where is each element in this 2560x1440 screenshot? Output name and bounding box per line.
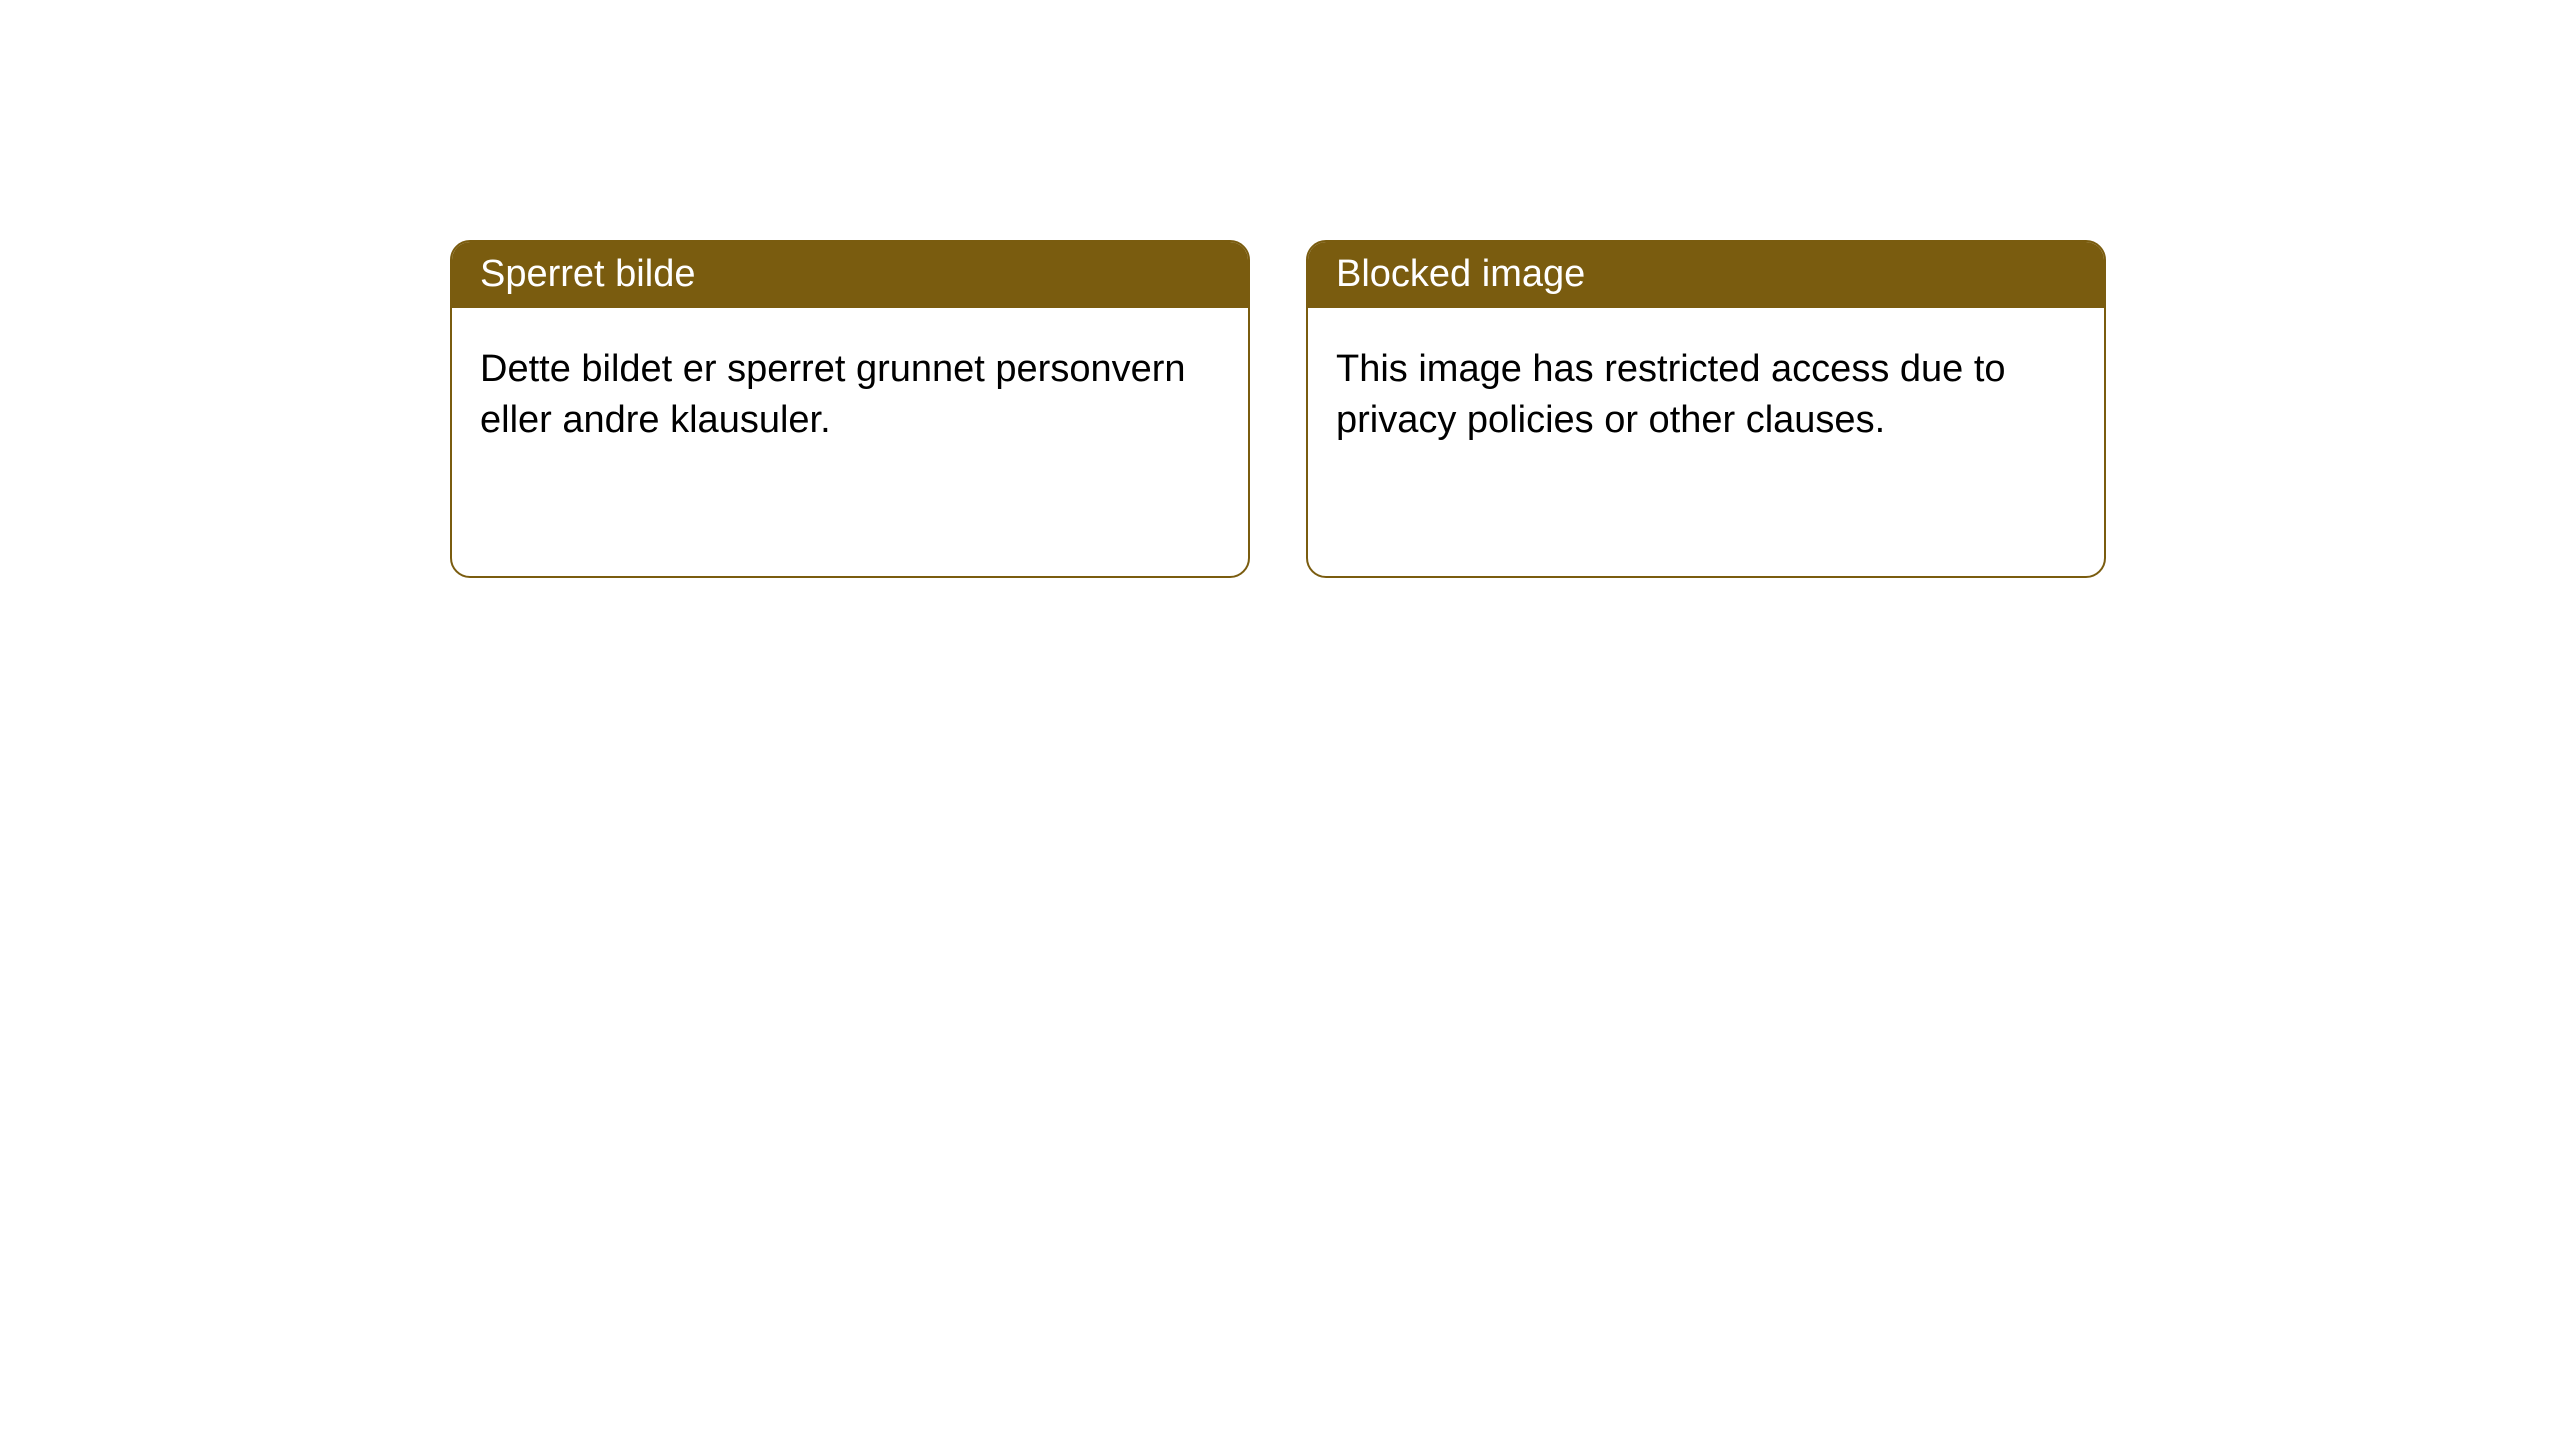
notice-card-english: Blocked image This image has restricted …: [1306, 240, 2106, 578]
notice-header: Blocked image: [1308, 242, 2104, 308]
notice-container: Sperret bilde Dette bildet er sperret gr…: [0, 0, 2560, 578]
notice-body: This image has restricted access due to …: [1308, 308, 2104, 483]
notice-card-norwegian: Sperret bilde Dette bildet er sperret gr…: [450, 240, 1250, 578]
notice-body: Dette bildet er sperret grunnet personve…: [452, 308, 1248, 483]
notice-header: Sperret bilde: [452, 242, 1248, 308]
